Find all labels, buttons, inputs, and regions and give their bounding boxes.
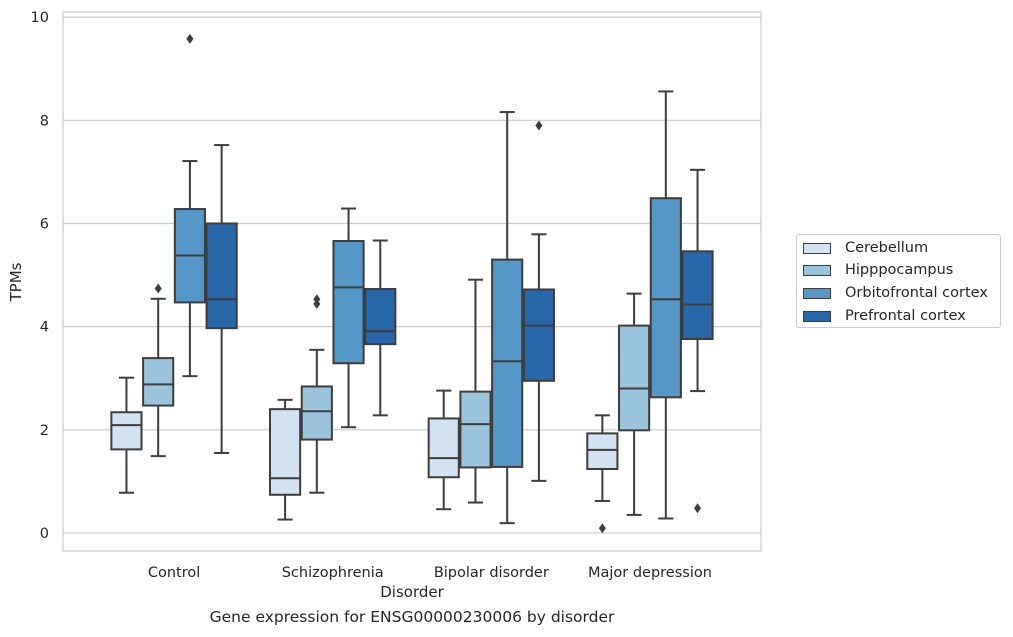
box-cerebellum-2 xyxy=(427,389,460,511)
box-prefrontal-cortex-2 xyxy=(522,120,555,482)
outlier-point xyxy=(535,120,543,131)
legend: Cerebellum Hipppocampus Orbitofrontal co… xyxy=(796,234,1001,328)
y-tick-label: 0 xyxy=(40,526,49,542)
y-tick-label: 6 xyxy=(40,216,49,232)
outlier-point xyxy=(186,33,194,44)
legend-item-prefrontal-cortex: Prefrontal cortex xyxy=(803,306,966,326)
legend-item-orbitofrontal-cortex: Orbitofrontal cortex xyxy=(803,283,988,303)
box-prefrontal-cortex-1 xyxy=(364,239,397,417)
box-orbitofrontal-cortex-1 xyxy=(332,207,365,429)
box-body xyxy=(142,357,175,407)
x-tick-labels: Control Schizophrenia Bipolar disorder Majo… xyxy=(148,565,712,581)
legend-label-cerebellum: Cerebellum xyxy=(845,240,929,256)
legend-item-hipppocampus: Hipppocampus xyxy=(803,260,953,280)
box-body xyxy=(427,417,460,479)
box-groups xyxy=(110,33,714,534)
y-tick-label: 4 xyxy=(40,320,49,336)
x-axis-label: Disorder xyxy=(380,583,444,601)
legend-swatch-orbitofrontal-cortex xyxy=(803,287,831,299)
x-tick-label: Bipolar disorder xyxy=(434,565,549,581)
box-orbitofrontal-cortex-3 xyxy=(649,90,682,520)
outlier-point xyxy=(598,523,606,534)
legend-item-cerebellum: Cerebellum xyxy=(803,238,928,258)
box-body xyxy=(522,288,555,382)
box-body xyxy=(205,222,238,330)
x-tick-label: Control xyxy=(148,565,200,581)
box-cerebellum-0 xyxy=(110,376,143,494)
box-body xyxy=(459,390,492,469)
box-prefrontal-cortex-3 xyxy=(681,168,714,514)
box-body xyxy=(364,287,397,346)
y-tick-label: 10 xyxy=(31,10,49,26)
outlier-point xyxy=(313,294,321,305)
outlier-point xyxy=(154,283,162,294)
legend-label-hipppocampus: Hipppocampus xyxy=(845,262,954,278)
box-body xyxy=(332,240,365,365)
figure-caption: Gene expression for ENSG00000230006 by d… xyxy=(209,608,615,626)
box-body xyxy=(649,197,682,399)
legend-swatch-hipppocampus xyxy=(803,264,831,276)
y-tick-label: 8 xyxy=(40,113,49,129)
legend-swatch-cerebellum xyxy=(803,242,831,254)
y-tick-labels: 0 2 4 6 8 10 xyxy=(31,10,49,542)
box-orbitofrontal-cortex-0 xyxy=(173,33,206,378)
box-body xyxy=(110,411,143,451)
y-tick-label: 2 xyxy=(40,423,49,439)
box-cerebellum-1 xyxy=(269,398,302,521)
box-prefrontal-cortex-0 xyxy=(205,144,238,454)
outlier-point xyxy=(694,503,702,514)
legend-label-prefrontal-cortex: Prefrontal cortex xyxy=(845,308,966,324)
box-orbitofrontal-cortex-2 xyxy=(491,111,524,525)
box-hipppocampus-0 xyxy=(142,283,175,458)
legend-label-orbitofrontal-cortex: Orbitofrontal cortex xyxy=(845,285,988,301)
box-body xyxy=(269,408,302,496)
box-hipppocampus-1 xyxy=(300,294,333,494)
box-hipppocampus-3 xyxy=(618,292,651,516)
x-tick-label: Major depression xyxy=(588,565,712,581)
box-body xyxy=(491,258,524,468)
box-cerebellum-3 xyxy=(586,414,619,534)
x-tick-label: Schizophrenia xyxy=(282,565,384,581)
legend-swatch-prefrontal-cortex xyxy=(803,310,831,322)
box-body xyxy=(618,324,651,432)
box-body xyxy=(586,432,619,470)
y-axis-label: TPMs xyxy=(7,262,25,302)
box-body xyxy=(681,250,714,341)
box-hipppocampus-2 xyxy=(459,278,492,504)
box-body xyxy=(300,385,333,441)
